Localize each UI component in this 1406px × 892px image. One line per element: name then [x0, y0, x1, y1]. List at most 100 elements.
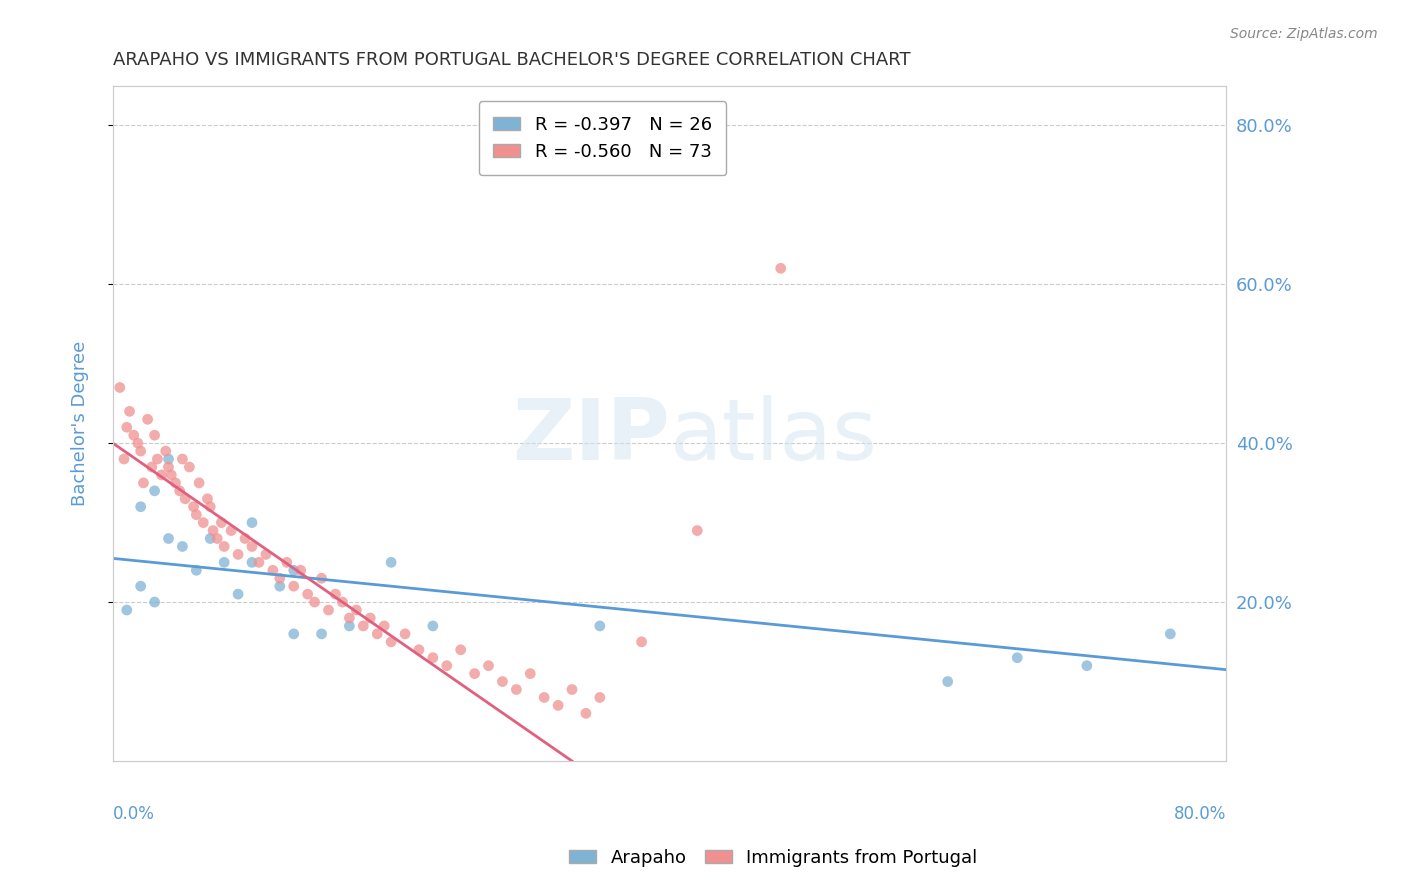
Text: ARAPAHO VS IMMIGRANTS FROM PORTUGAL BACHELOR'S DEGREE CORRELATION CHART: ARAPAHO VS IMMIGRANTS FROM PORTUGAL BACH… [112, 51, 911, 69]
Point [344, 603, 367, 617]
Point [141, 460, 163, 475]
Point [769, 261, 792, 276]
Point [477, 658, 499, 673]
Point [157, 452, 180, 467]
Point [422, 619, 444, 633]
Point [380, 555, 402, 569]
Point [290, 563, 312, 577]
Point [122, 428, 145, 442]
Point [311, 627, 333, 641]
Point [352, 619, 374, 633]
Point [276, 555, 298, 569]
Point [132, 475, 155, 490]
Point [200, 500, 222, 514]
Point [197, 491, 219, 506]
Point [209, 516, 232, 530]
Point [186, 508, 208, 522]
Y-axis label: Bachelor's Degree: Bachelor's Degree [72, 341, 89, 506]
Point [202, 524, 225, 538]
Text: atlas: atlas [669, 395, 877, 478]
Point [127, 436, 149, 450]
Point [394, 627, 416, 641]
Point [318, 603, 340, 617]
Point [561, 682, 583, 697]
Point [200, 532, 222, 546]
Point [205, 532, 228, 546]
Point [1007, 650, 1029, 665]
Point [157, 532, 180, 546]
Point [505, 682, 527, 697]
Point [169, 483, 191, 498]
Point [118, 404, 141, 418]
Point [436, 658, 458, 673]
Point [533, 690, 555, 705]
Point [143, 428, 166, 442]
Point [575, 706, 598, 721]
Point [254, 548, 277, 562]
Point [172, 540, 194, 554]
Point [519, 666, 541, 681]
Point [157, 460, 180, 475]
Point [146, 452, 169, 467]
Point [269, 579, 291, 593]
Point [325, 587, 347, 601]
Point [212, 540, 235, 554]
Point [108, 380, 131, 394]
Point [174, 491, 197, 506]
Point [143, 595, 166, 609]
Point [359, 611, 381, 625]
Point [464, 666, 486, 681]
Point [262, 563, 284, 577]
Point [183, 500, 205, 514]
Point [311, 571, 333, 585]
Point [172, 452, 194, 467]
Point [269, 571, 291, 585]
Point [247, 555, 270, 569]
Point [129, 579, 152, 593]
Point [129, 444, 152, 458]
Point [240, 540, 263, 554]
Text: 80.0%: 80.0% [1174, 805, 1226, 822]
Point [240, 555, 263, 569]
Point [373, 619, 395, 633]
Point [115, 420, 138, 434]
Point [1159, 627, 1181, 641]
Point [936, 674, 959, 689]
Point [129, 500, 152, 514]
Text: Source: ZipAtlas.com: Source: ZipAtlas.com [1230, 27, 1378, 41]
Legend: R = -0.397   N = 26, R = -0.560   N = 73: R = -0.397 N = 26, R = -0.560 N = 73 [479, 102, 727, 175]
Point [547, 698, 569, 713]
Point [380, 635, 402, 649]
Point [304, 595, 326, 609]
Point [630, 635, 652, 649]
Point [339, 611, 361, 625]
Point [143, 483, 166, 498]
Point [179, 460, 201, 475]
Point [450, 642, 472, 657]
Point [188, 475, 211, 490]
Point [186, 563, 208, 577]
Point [165, 475, 187, 490]
Point [160, 467, 183, 482]
Point [233, 532, 256, 546]
Point [422, 650, 444, 665]
Point [491, 674, 513, 689]
Point [283, 579, 305, 593]
Point [686, 524, 709, 538]
Point [339, 619, 361, 633]
Point [589, 690, 612, 705]
Point [408, 642, 430, 657]
Point [1076, 658, 1098, 673]
Point [366, 627, 388, 641]
Legend: Arapaho, Immigrants from Portugal: Arapaho, Immigrants from Portugal [562, 842, 984, 874]
Point [283, 627, 305, 641]
Point [226, 548, 249, 562]
Point [115, 603, 138, 617]
Point [112, 452, 135, 467]
Point [219, 524, 242, 538]
Point [283, 563, 305, 577]
Text: 0.0%: 0.0% [112, 805, 155, 822]
Point [136, 412, 159, 426]
Point [193, 516, 215, 530]
Point [150, 467, 173, 482]
